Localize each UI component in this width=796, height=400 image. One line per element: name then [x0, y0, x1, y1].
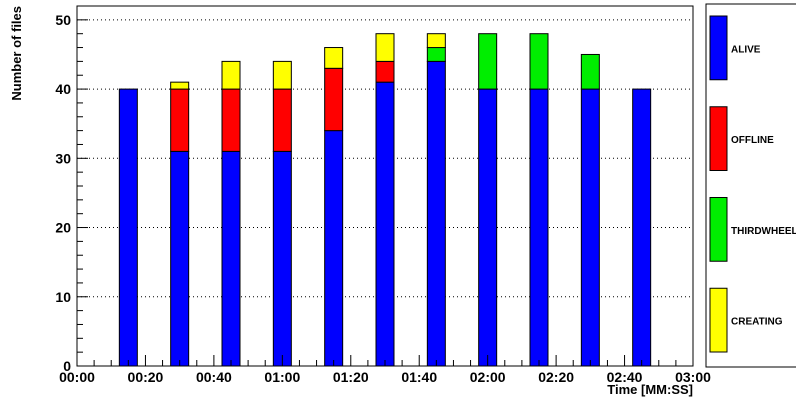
x-tick-label: 02:00 [470, 369, 506, 385]
x-tick-label: 00:00 [59, 369, 95, 385]
bar-segment-alive [221, 150, 241, 367]
y-tick-label: 0 [63, 358, 71, 374]
legend-swatch-creating [709, 287, 728, 353]
legend-swatch-thirdwheel [709, 197, 728, 262]
x-tick-label: 00:40 [196, 369, 232, 385]
x-tick-label: 02:40 [607, 369, 643, 385]
bar-segment-offline [170, 88, 190, 152]
bar-segment-creating [170, 81, 190, 90]
x-tick-label: 02:20 [538, 369, 574, 385]
x-tick-label: 01:20 [333, 369, 369, 385]
legend-label: CREATING [731, 317, 783, 328]
x-axis: 00:00 00:20 00:40 01:00 01:20 01:40 02:00 02:20… [59, 355, 711, 385]
x-tick-label: 01:40 [401, 369, 437, 385]
legend-swatch-alive [709, 15, 728, 81]
bar-segment-creating [272, 60, 292, 90]
bar-segment-thirdwheel [580, 53, 600, 90]
bar-segment-creating [375, 33, 395, 62]
bar-segment-alive [529, 88, 549, 367]
y-tick-label: 30 [55, 150, 71, 166]
y-tick-label: 10 [55, 289, 71, 305]
bar-segment-alive [426, 60, 446, 367]
bar-segment-alive [118, 88, 138, 367]
bars [118, 33, 652, 367]
legend: ALIVE OFFLINE THIRDWHEEL CREATING [705, 3, 796, 368]
legend-label: THIRDWHEEL [731, 226, 796, 237]
bar-segment-alive [580, 88, 600, 367]
y-axis: 0 10 20 30 40 50 [55, 12, 88, 374]
y-tick-label: 50 [55, 12, 71, 28]
y-tick-label: 40 [55, 81, 71, 97]
bar-segment-alive [324, 130, 344, 367]
bar-segment-offline [375, 60, 395, 83]
bar-segment-offline [221, 88, 241, 152]
x-tick-label: 01:00 [264, 369, 300, 385]
bar-segment-alive [272, 150, 292, 367]
bar-segment-creating [324, 47, 344, 69]
bar-segment-creating [221, 60, 241, 90]
bar-segment-thirdwheel [426, 47, 446, 62]
x-axis-title: Time [MM:SS] [607, 382, 693, 397]
y-axis-title: Number of files [9, 6, 24, 101]
bar-segment-creating [426, 33, 446, 49]
legend-label: ALIVE [731, 44, 761, 55]
bar-segment-thirdwheel [529, 33, 549, 90]
legend-label: OFFLINE [731, 135, 774, 146]
bar-segment-thirdwheel [478, 33, 498, 90]
legend-swatch-offline [709, 106, 728, 171]
bar-segment-alive [632, 88, 652, 367]
x-tick-label: 03:00 [675, 369, 711, 385]
bar-segment-offline [272, 88, 292, 152]
bar-segment-alive [375, 81, 395, 367]
bar-segment-alive [478, 88, 498, 367]
y-tick-label: 20 [55, 220, 71, 236]
x-tick-label: 00:20 [128, 369, 164, 385]
bar-segment-offline [324, 67, 344, 132]
bar-segment-alive [170, 150, 190, 367]
